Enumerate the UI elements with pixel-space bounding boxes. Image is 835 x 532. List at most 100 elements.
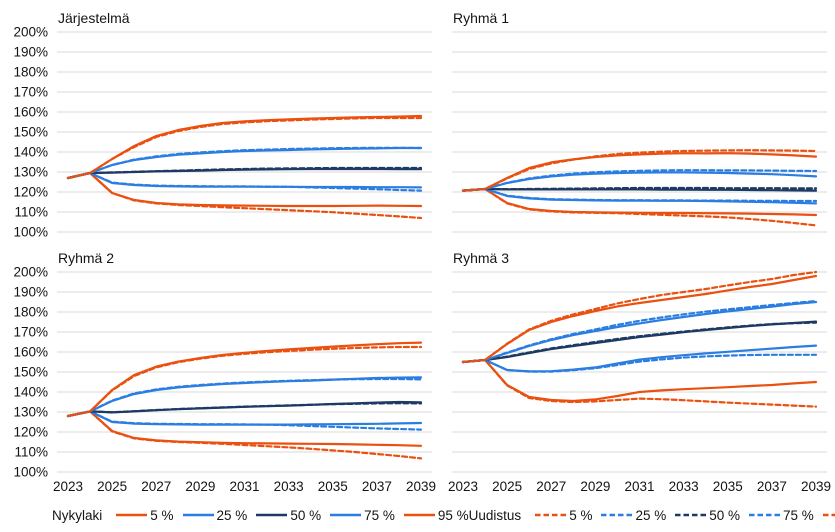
series-line-nykylaki-p5 [461,358,818,403]
legend-line-swatch [675,513,707,517]
series-line-uudistus-p75 [66,377,423,418]
legend-item-label: 50 % [290,507,322,523]
y-tick-label: 110% [14,445,48,460]
series-line-uudistus-p95 [66,116,423,180]
series-line-uudistus-p75 [66,146,423,180]
x-tick-label: 2033 [274,479,304,494]
y-tick-label: 130% [13,405,48,420]
x-tick-label: 2027 [141,479,171,494]
x-tick-label: 2025 [492,479,522,494]
x-tick-label: 2025 [97,479,127,494]
x-tick-label: 2029 [185,479,215,494]
panel-title: Järjestelmä [58,10,130,26]
y-tick-label: 160% [13,345,48,360]
y-tick-label: 180% [13,65,48,80]
chart-legend: Nykylaki 5 % 25 % 50 % 75 % 95 % Uudistus 5 % 25… [52,501,835,529]
x-tick-label: 2033 [669,479,699,494]
x-tick-label: 2037 [362,479,392,494]
legend-group-nykylaki: Nykylaki 5 % 25 % 50 % 75 % 95 % [52,508,469,523]
legend-line-swatch [330,513,362,517]
legend-item-uudistus-p50: 50 % [675,508,740,523]
series-line-uudistus-p95 [66,345,423,418]
series-line-uudistus-p5 [66,410,423,460]
y-tick-label: 120% [13,185,48,200]
series-line-uudistus-p25 [66,171,423,192]
x-tick-label: 2027 [536,479,566,494]
x-tick-label: 2039 [801,479,831,494]
legend-item-uudistus-p25: 25 % [601,508,666,523]
legend-item-label: 5 % [150,507,174,523]
legend-item-label: 50 % [709,507,741,523]
legend-item-uudistus-p5: 5 % [535,508,592,523]
legend-line-swatch [749,513,781,517]
series-line-uudistus-p5 [66,171,423,220]
panel-title: Ryhmä 3 [453,250,509,266]
x-tick-label: 2029 [580,479,610,494]
legend-item-label: 75 % [364,507,395,523]
x-tick-label: 2031 [229,479,259,494]
y-tick-label: 200% [13,265,48,280]
x-tick-label: 2023 [448,479,478,494]
legend-line-swatch [116,513,148,517]
legend-item-nykylaki-p50: 50 % [256,508,321,523]
legend-item-label: 25 % [635,507,667,523]
legend-line-swatch [182,513,214,517]
x-tick-label: 2037 [757,479,787,494]
series-line-uudistus-p25 [66,410,423,431]
legend-item-label: 5 % [569,507,593,523]
legend-line-swatch [535,513,567,517]
y-tick-label: 180% [13,305,48,320]
y-tick-label: 110% [14,205,48,220]
series-line-nykylaki-p25 [66,171,423,189]
y-tick-label: 200% [13,25,48,40]
legend-line-swatch [822,513,835,517]
series-line-uudistus-p5 [461,358,818,408]
series-line-uudistus-p75 [461,299,818,364]
legend-scenario-label: Nykylaki [52,507,103,523]
y-tick-label: 140% [13,145,48,160]
series-line-uudistus-p25 [461,353,818,373]
series-line-nykylaki-p95 [461,152,818,192]
legend-item-label: 25 % [216,507,248,523]
y-tick-label: 150% [13,365,48,380]
y-tick-label: 170% [13,325,48,340]
panel-title: Ryhmä 2 [58,250,114,266]
legend-item-label: 75 % [783,507,814,523]
legend-line-swatch [256,513,288,517]
x-tick-label: 2023 [53,479,83,494]
y-tick-label: 140% [13,385,48,400]
x-tick-label: 2035 [713,479,743,494]
legend-item-uudistus-p95: 95 % [822,508,835,523]
y-tick-label: 120% [13,425,48,440]
chart-canvas: 200% 190% 180% 170% 160% 150% 140% 130% 120% 110%… [13,10,831,494]
x-tick-label: 2039 [406,479,436,494]
series-line-nykylaki-p50 [66,167,423,180]
y-tick-label: 190% [13,45,48,60]
y-tick-label: 160% [13,105,48,120]
legend-item-nykylaki-p75: 75 % [330,508,395,523]
series-line-uudistus-p50 [66,402,423,418]
y-tick-label: 150% [13,125,48,140]
legend-item-uudistus-p75: 75 % [749,508,814,523]
panel-title: Ryhmä 1 [453,10,509,26]
legend-item-label: 95 % [437,507,469,523]
y-tick-label: 100% [13,465,48,480]
y-tick-label: 170% [13,85,48,100]
series-line-uudistus-p5 [461,187,818,227]
series-line-nykylaki-p5 [66,171,423,208]
y-tick-label: 190% [13,285,48,300]
series-line-uudistus-p50 [461,321,818,364]
series-line-uudistus-p50 [461,186,818,192]
series-line-uudistus-p25 [461,187,818,203]
series-line-uudistus-p75 [461,169,818,192]
series-line-nykylaki-p5 [66,410,423,447]
legend-item-nykylaki-p95: 95 % [403,507,469,523]
legend-item-nykylaki-p5: 5 % [116,507,174,523]
y-tick-label: 100% [13,225,48,240]
y-tick-label: 130% [13,165,48,180]
legend-item-nykylaki-p25: 25 % [182,507,248,523]
legend-line-swatch [403,513,435,517]
series-line-uudistus-p95 [461,149,818,192]
series-line-uudistus-p95 [461,270,818,364]
